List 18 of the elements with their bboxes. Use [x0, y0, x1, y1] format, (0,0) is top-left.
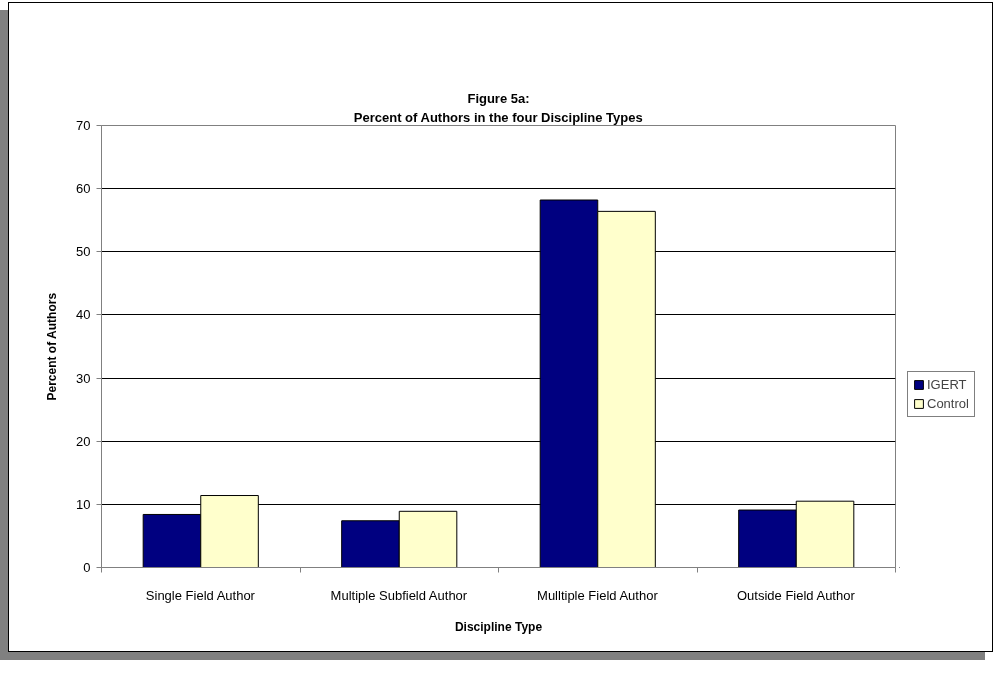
y-tick-label: 70	[76, 118, 91, 133]
y-tick-label: 10	[76, 496, 91, 512]
y-tick-label: 40	[76, 307, 91, 323]
chart-subtitle: Percent of Authors in the four Discipline Types	[353, 109, 643, 125]
x-tick-label: Multiple Subfield Author	[330, 587, 468, 603]
y-tick-label: 0	[83, 560, 91, 575]
y-tick-label: 20	[76, 433, 91, 449]
x-axis-title: Discipline Type	[454, 619, 543, 634]
chart-title: Figure 5a:	[467, 90, 530, 106]
legend-label: IGERT	[927, 377, 967, 392]
y-tick-label: 30	[76, 370, 91, 386]
legend-label: Control	[927, 396, 969, 411]
x-tick-label: Mulltiple Field Author	[537, 587, 659, 603]
x-tick-label: Outside Field Author	[737, 587, 856, 603]
y-axis-title: Percent of Authors	[45, 292, 60, 401]
x-tick-label: Single Field Author	[145, 587, 256, 603]
y-tick-label: 60	[76, 181, 91, 197]
y-tick-label: 50	[76, 244, 91, 260]
